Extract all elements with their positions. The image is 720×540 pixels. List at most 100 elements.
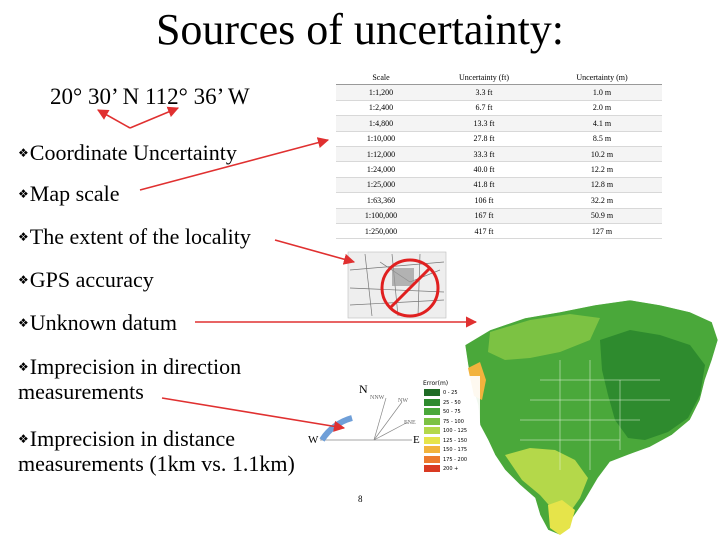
locality-circle xyxy=(380,258,440,318)
annotation-arrows xyxy=(97,106,478,432)
cell-uncertainty-m: 2.0 m xyxy=(542,100,662,117)
bullet-locality-extent: ❖The extent of the locality xyxy=(18,224,251,249)
cell-uncertainty-m: 127 m xyxy=(542,223,662,240)
header-uncertainty-ft: Uncertainty (ft) xyxy=(426,70,542,86)
cell-uncertainty-ft: 106 ft xyxy=(426,192,542,209)
cell-uncertainty-m: 12.8 m xyxy=(542,177,662,194)
cell-scale: 1:63,360 xyxy=(336,192,426,209)
compass-label-nnw: NNW xyxy=(370,395,385,401)
compass-ray-ne xyxy=(373,401,403,441)
cell-uncertainty-ft: 27.8 ft xyxy=(426,131,542,147)
cell-uncertainty-m: 8.5 m xyxy=(542,131,662,147)
cell-uncertainty-ft: 33.3 ft xyxy=(426,146,542,163)
arrow-coordinate-right xyxy=(129,106,180,129)
legend-swatch xyxy=(424,427,440,434)
table-row: 1:12,000 33.3 ft 10.2 m xyxy=(336,146,662,163)
bullet-map-scale: ❖Map scale xyxy=(18,181,120,206)
legend-swatch xyxy=(424,455,440,463)
legend-label: 150 - 175 xyxy=(443,447,468,453)
table-row: 1:10,000 27.8 ft 8.5 m xyxy=(336,131,662,147)
cell-scale: 1:12,000 xyxy=(336,146,426,163)
cell-uncertainty-m: 1.0 m xyxy=(542,84,662,101)
cell-scale: 1:250,000 xyxy=(336,223,426,240)
table-row: 1:63,360 106 ft 32.2 m xyxy=(336,192,662,209)
page-number: 8 xyxy=(358,494,363,504)
compass-diagram xyxy=(319,397,412,442)
locality-slash xyxy=(388,266,432,310)
uncertainty-table: Scale Uncertainty (ft) Uncertainty (m) 1… xyxy=(336,70,662,240)
compass-label-n: N xyxy=(359,382,368,396)
legend-swatch xyxy=(424,398,440,406)
legend-label: 75 - 100 xyxy=(443,418,464,425)
compass-label-e: E xyxy=(413,434,420,446)
map-land-north xyxy=(488,314,600,360)
cell-scale: 1:100,000 xyxy=(336,208,426,224)
bullet-distance-imprecision: ❖Imprecision in distance measurements (1k… xyxy=(18,426,295,477)
cell-uncertainty-ft: 167 ft xyxy=(426,208,542,224)
table-row: 1:100,000 167 ft 50.9 m xyxy=(336,208,662,224)
legend-label: 0 - 25 xyxy=(443,390,458,396)
legend-swatch xyxy=(424,446,440,453)
bullet-icon: ❖ xyxy=(18,360,29,374)
arrow-direction xyxy=(161,397,346,432)
compass-ray-nnw xyxy=(373,397,387,441)
legend-label: 100 - 125 xyxy=(443,428,468,434)
bullet-coordinate-uncertainty: ❖Coordinate Uncertainty xyxy=(18,140,237,165)
compass-label-nw: NW xyxy=(398,398,408,404)
cell-uncertainty-m: 50.9 m xyxy=(542,208,662,224)
bullet-icon: ❖ xyxy=(18,187,29,201)
legend-label: 175 - 200 xyxy=(443,456,468,463)
topo-map-urban-area xyxy=(392,268,414,286)
cell-scale: 1:24,000 xyxy=(336,161,426,178)
table-row: 1:4,800 13.3 ft 4.1 m xyxy=(336,115,662,132)
legend-label: 125 - 150 xyxy=(443,437,468,444)
legend-label: 200 + xyxy=(443,466,459,472)
cell-uncertainty-ft: 6.7 ft xyxy=(426,100,542,117)
table-row: 1:2,400 6.7 ft 2.0 m xyxy=(336,100,662,117)
cell-uncertainty-m: 4.1 m xyxy=(542,115,662,132)
bullet-icon: ❖ xyxy=(18,146,29,160)
map-land-south xyxy=(505,448,588,515)
bullet-direction-imprecision: ❖Imprecision in direction measurements xyxy=(18,354,242,405)
compass-ray-ene xyxy=(373,421,409,441)
cell-scale: 1:2,400 xyxy=(336,100,426,117)
cell-uncertainty-ft: 40.0 ft xyxy=(426,161,542,178)
arrow-map-scale xyxy=(139,137,330,191)
map-legend-title: Error(m) xyxy=(423,380,449,387)
map-state-borders xyxy=(520,360,670,470)
legend-label: 25 - 50 xyxy=(443,399,461,406)
cell-uncertainty-ft: 3.3 ft xyxy=(426,84,542,101)
compass-label-ene: ENE xyxy=(404,420,416,426)
map-land-east xyxy=(600,330,705,440)
legend-swatch xyxy=(424,408,440,415)
cell-scale: 1:4,800 xyxy=(336,115,426,132)
north-america-map xyxy=(420,299,719,536)
table-header-row: Scale Uncertainty (ft) Uncertainty (m) xyxy=(336,70,662,86)
arrow-locality-extent xyxy=(274,239,356,265)
cell-uncertainty-m: 12.2 m xyxy=(542,161,662,178)
cell-scale: 1:10,000 xyxy=(336,131,426,147)
coordinate-text: 20° 30’ N 112° 36’ W xyxy=(50,84,250,109)
bullet-unknown-datum: ❖Unknown datum xyxy=(18,310,178,335)
compass-arc xyxy=(319,415,353,442)
legend-swatch xyxy=(424,436,440,444)
table-row: 1:250,000 417 ft 127 m xyxy=(336,223,662,240)
cell-uncertainty-m: 32.2 m xyxy=(542,192,662,209)
header-uncertainty-m: Uncertainty (m) xyxy=(542,70,662,86)
bullet-icon: ❖ xyxy=(18,316,29,330)
map-land-mexico xyxy=(548,500,575,535)
topo-map-inset xyxy=(347,251,447,319)
legend-swatch xyxy=(424,417,440,425)
cell-uncertainty-m: 10.2 m xyxy=(542,146,662,163)
header-scale: Scale xyxy=(336,70,426,86)
table-row: 1:24,000 40.0 ft 12.2 m xyxy=(336,161,662,178)
bullet-icon: ❖ xyxy=(18,432,29,446)
cell-uncertainty-ft: 13.3 ft xyxy=(426,115,542,132)
bullet-icon: ❖ xyxy=(18,273,29,287)
cell-uncertainty-ft: 41.8 ft xyxy=(426,177,542,194)
bullet-gps-accuracy: ❖GPS accuracy xyxy=(18,267,154,292)
cell-scale: 1:1,200 xyxy=(336,84,426,101)
cell-scale: 1:25,000 xyxy=(336,177,426,194)
arrow-coordinate-left xyxy=(97,109,131,129)
